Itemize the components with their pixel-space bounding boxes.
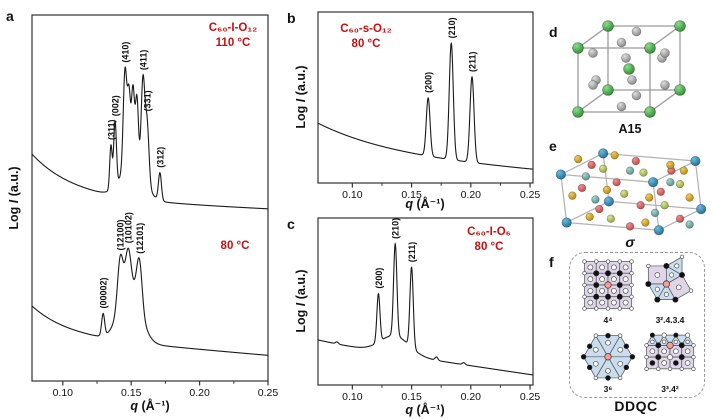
chart-a-x-axis-label: q (Å⁻¹) (130, 399, 170, 413)
svg-text:0.25: 0.25 (520, 189, 541, 201)
svg-text:(211): (211) (407, 242, 417, 263)
sample-label-80c: 80 °C (220, 240, 250, 252)
svg-text:(00002): (00002) (99, 277, 109, 308)
chart-b-x-axis-label: q (Å⁻¹) (405, 197, 445, 211)
svg-text:(312): (312) (155, 147, 165, 168)
panel-label-b: b (287, 10, 296, 26)
tiling-motif-square (582, 259, 634, 311)
a15-unit-cell-model (572, 20, 686, 118)
svg-text:(211): (211) (467, 51, 477, 72)
svg-text:0.10: 0.10 (342, 189, 363, 201)
a15-label: A15 (618, 122, 642, 136)
tiling-motif-elongated-triangular (644, 332, 696, 371)
svg-text:(200): (200) (374, 268, 384, 289)
panel-label-e: e (549, 138, 557, 154)
chart-c-saxs-plot: 0.10 0.15 0.20 0.25 (200) (210) (211) (317, 217, 541, 403)
tiling-motif-triangular-label: 3⁶ (603, 384, 613, 394)
svg-text:0.20: 0.20 (189, 387, 210, 399)
svg-text:(12101): (12101) (135, 223, 145, 254)
svg-text:0.10: 0.10 (53, 387, 74, 399)
svg-text:0.15: 0.15 (401, 391, 422, 403)
ddqc-label: DDQC (614, 398, 658, 414)
panel-label-d: d (549, 24, 558, 40)
svg-text:0.20: 0.20 (461, 189, 482, 201)
tiling-motif-triangular (580, 333, 636, 381)
svg-text:(311): (311) (106, 119, 116, 140)
chart-c-x-axis-label: q (Å⁻¹) (405, 403, 445, 417)
chart-c-y-axis-label: Log I (a.u.) (294, 269, 308, 333)
sigma-label: σ (625, 234, 635, 250)
chart-a-saxs-plot: 0.10 0.15 0.20 0.25 (311) (002) (410) (411) (331… (31, 14, 279, 399)
svg-text:0.25: 0.25 (258, 387, 279, 399)
svg-text:(12100): (12100) (116, 219, 126, 250)
chart-b-saxs-plot: 0.10 0.15 0.20 0.25 (200) (210) (211) (317, 11, 541, 201)
svg-text:0.15: 0.15 (121, 387, 142, 399)
svg-text:0.15: 0.15 (401, 189, 422, 201)
svg-text:0.10: 0.10 (342, 391, 363, 403)
svg-text:(10102): (10102) (124, 212, 134, 243)
sigma-unit-cell-model (555, 148, 707, 236)
svg-text:(410): (410) (121, 42, 131, 63)
panel-label-f: f (549, 254, 554, 270)
svg-text:(331): (331) (143, 90, 153, 111)
tiling-motif-elongated-triangular-label: 3³.4² (661, 384, 679, 394)
svg-text:(002): (002) (111, 95, 121, 116)
svg-text:(411): (411) (138, 50, 148, 71)
sample-label-c60-s-o12-80c: C₆₀-s-O₁₂ 80 °C (340, 23, 392, 50)
tiling-motif-snub-square (645, 254, 694, 303)
tiling-motif-square-label: 4⁴ (603, 315, 613, 325)
svg-text:(210): (210) (447, 17, 457, 38)
chart-b-y-axis-label: Log I (a.u.) (294, 65, 308, 129)
chart-a-y-axis-label: Log I (a.u.) (7, 166, 21, 230)
svg-text:0.20: 0.20 (461, 391, 482, 403)
tiling-motif-snub-square-label: 3².4.3.4 (655, 315, 685, 325)
svg-text:(200): (200) (424, 72, 434, 93)
svg-text:(210): (210) (391, 218, 401, 239)
panel-label-a: a (6, 8, 14, 24)
sample-label-c60-i-o12-110c: C₆₀-I-O₁₂ 110 °C (208, 22, 258, 49)
sample-label-c60-i-o6-80c: C₆₀-I-O₆ 80 °C (467, 226, 511, 253)
svg-text:0.25: 0.25 (520, 391, 541, 403)
panel-label-c: c (287, 216, 295, 232)
